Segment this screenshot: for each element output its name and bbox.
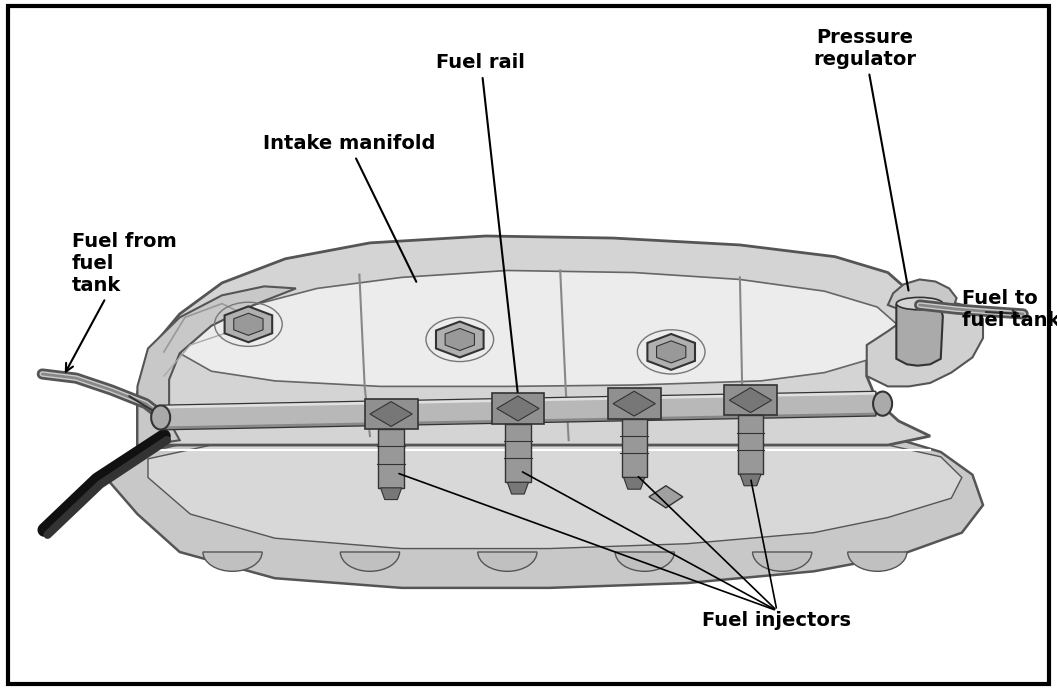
- Text: Fuel from
fuel
tank: Fuel from fuel tank: [66, 232, 177, 371]
- Ellipse shape: [151, 406, 170, 429]
- Polygon shape: [896, 302, 943, 366]
- Ellipse shape: [873, 392, 892, 415]
- Text: Fuel rail: Fuel rail: [437, 53, 525, 392]
- Polygon shape: [613, 391, 655, 416]
- Polygon shape: [164, 413, 875, 429]
- Polygon shape: [497, 396, 539, 421]
- Wedge shape: [478, 552, 537, 571]
- Polygon shape: [137, 236, 930, 445]
- Polygon shape: [867, 302, 983, 386]
- Polygon shape: [740, 474, 761, 486]
- Polygon shape: [608, 388, 661, 419]
- Polygon shape: [148, 445, 962, 549]
- Polygon shape: [381, 488, 402, 500]
- Polygon shape: [106, 436, 983, 588]
- Ellipse shape: [896, 297, 943, 310]
- Bar: [738, 415, 763, 474]
- Text: Fuel to
fuel tank: Fuel to fuel tank: [962, 288, 1057, 330]
- Polygon shape: [492, 393, 544, 424]
- Polygon shape: [180, 270, 898, 386]
- Wedge shape: [340, 552, 400, 571]
- Bar: [622, 419, 647, 477]
- Polygon shape: [888, 279, 957, 314]
- Polygon shape: [729, 388, 772, 413]
- Polygon shape: [137, 286, 296, 445]
- Polygon shape: [156, 392, 879, 429]
- Wedge shape: [615, 552, 674, 571]
- Polygon shape: [164, 392, 875, 408]
- Text: Fuel injectors: Fuel injectors: [703, 611, 851, 630]
- Bar: [378, 429, 404, 488]
- Wedge shape: [848, 552, 907, 571]
- Wedge shape: [203, 552, 262, 571]
- Polygon shape: [724, 385, 777, 415]
- Text: Intake manifold: Intake manifold: [262, 134, 435, 282]
- Bar: [505, 424, 531, 482]
- Wedge shape: [753, 552, 812, 571]
- Polygon shape: [507, 482, 528, 494]
- Polygon shape: [365, 399, 418, 429]
- Polygon shape: [624, 477, 645, 489]
- Polygon shape: [370, 402, 412, 426]
- Text: Pressure
regulator: Pressure regulator: [813, 28, 916, 290]
